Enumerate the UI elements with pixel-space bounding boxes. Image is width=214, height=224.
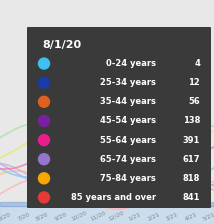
Text: 6/20: 6/20 xyxy=(0,211,12,221)
Text: 45-54 years: 45-54 years xyxy=(100,116,156,125)
Text: 75-84 years: 75-84 years xyxy=(100,174,156,183)
Text: 841: 841 xyxy=(183,193,200,202)
Circle shape xyxy=(39,135,49,146)
Text: 138: 138 xyxy=(183,116,200,125)
Text: 65-74 years: 65-74 years xyxy=(100,155,156,164)
Text: 0-24 years: 0-24 years xyxy=(106,59,156,68)
Text: 818: 818 xyxy=(183,174,200,183)
Text: 7/20: 7/20 xyxy=(16,211,31,221)
Text: 8/20: 8/20 xyxy=(35,211,49,221)
Circle shape xyxy=(39,115,49,126)
Circle shape xyxy=(39,96,49,107)
Text: 3/21: 3/21 xyxy=(165,211,179,221)
Circle shape xyxy=(39,77,49,88)
Text: 2/21: 2/21 xyxy=(146,211,160,221)
FancyBboxPatch shape xyxy=(27,27,211,208)
Text: 12: 12 xyxy=(188,78,200,87)
Text: 5/21: 5/21 xyxy=(202,211,214,221)
Text: 12/20: 12/20 xyxy=(108,210,125,222)
Text: 8/1/20: 8/1/20 xyxy=(42,40,81,50)
Text: 9/20: 9/20 xyxy=(54,211,68,221)
Bar xyxy=(0,202,214,206)
Bar xyxy=(0,206,214,224)
Circle shape xyxy=(39,154,49,165)
Text: 35-44 years: 35-44 years xyxy=(100,97,156,106)
Circle shape xyxy=(39,192,49,203)
Text: 391: 391 xyxy=(183,136,200,144)
Text: 25-34 years: 25-34 years xyxy=(100,78,156,87)
Text: 1/21: 1/21 xyxy=(128,211,142,221)
Circle shape xyxy=(39,173,49,184)
Circle shape xyxy=(39,58,49,69)
Text: 4: 4 xyxy=(194,59,200,68)
Text: 85 years and over: 85 years and over xyxy=(71,193,156,202)
Text: 4/21: 4/21 xyxy=(183,211,198,221)
Text: 56: 56 xyxy=(188,97,200,106)
Text: 617: 617 xyxy=(183,155,200,164)
Text: 11/20: 11/20 xyxy=(89,210,106,222)
Text: 10/20: 10/20 xyxy=(70,210,88,222)
Text: 55-64 years: 55-64 years xyxy=(100,136,156,144)
